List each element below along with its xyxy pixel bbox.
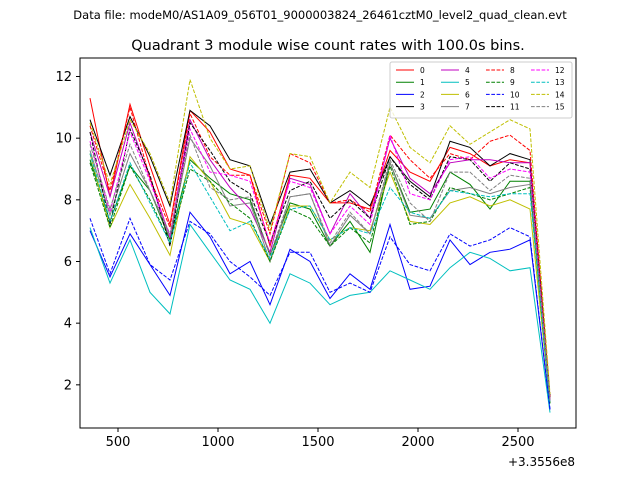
legend-label-5: 5 bbox=[465, 78, 470, 87]
series-line-12 bbox=[89, 127, 551, 401]
legend-label-4: 4 bbox=[465, 66, 470, 75]
legend-label-7: 7 bbox=[465, 103, 470, 112]
legend-box bbox=[389, 61, 573, 119]
legend-label-13: 13 bbox=[555, 78, 565, 87]
series-line-2 bbox=[89, 211, 551, 410]
series-line-11 bbox=[89, 121, 551, 398]
y-tick-label: 6 bbox=[64, 255, 72, 270]
y-tick-label: 4 bbox=[64, 317, 72, 332]
x-tick-label: 2000 bbox=[401, 435, 434, 450]
series-line-10 bbox=[89, 216, 551, 410]
x-offset-label: +3.3556e8 bbox=[508, 455, 575, 469]
x-axis: 500 1000 1500 2000 2500 bbox=[106, 428, 535, 450]
y-tick-label: 8 bbox=[64, 193, 72, 208]
legend-label-11: 11 bbox=[510, 103, 520, 112]
y-tick-label: 2 bbox=[64, 378, 72, 393]
legend-label-8: 8 bbox=[510, 66, 515, 75]
legend-label-0: 0 bbox=[420, 66, 425, 75]
legend-label-9: 9 bbox=[510, 78, 515, 87]
series-line-1 bbox=[89, 158, 551, 404]
series-line-15 bbox=[89, 133, 551, 401]
legend-label-1: 1 bbox=[420, 78, 425, 87]
legend-label-12: 12 bbox=[555, 66, 565, 75]
y-tick-label: 10 bbox=[55, 132, 72, 147]
legend-label-3: 3 bbox=[420, 103, 425, 112]
legend-label-15: 15 bbox=[555, 103, 565, 112]
series-line-8 bbox=[89, 105, 551, 398]
x-tick-label: 500 bbox=[106, 435, 131, 450]
legend-label-14: 14 bbox=[555, 90, 565, 99]
x-tick-label: 1000 bbox=[201, 435, 234, 450]
chart-title: Quadrant 3 module wise count rates with … bbox=[131, 38, 525, 54]
y-tick-label: 12 bbox=[55, 70, 72, 85]
series-line-13 bbox=[89, 153, 551, 404]
series-line-4 bbox=[89, 118, 551, 401]
suptitle: Data file: modeM0/AS1A09_056T01_90000038… bbox=[73, 8, 567, 22]
axes-frame bbox=[79, 57, 577, 429]
series-line-5 bbox=[89, 223, 551, 413]
series-line-0 bbox=[89, 98, 551, 398]
series-line-7 bbox=[89, 136, 551, 404]
y-axis: 2 4 6 8 10 12 bbox=[55, 70, 80, 393]
legend-label-2: 2 bbox=[420, 90, 425, 99]
legend-label-10: 10 bbox=[510, 90, 520, 99]
plot-area bbox=[89, 79, 551, 413]
x-tick-label: 2500 bbox=[501, 435, 534, 450]
x-tick-label: 1500 bbox=[301, 435, 334, 450]
legend-label-6: 6 bbox=[465, 90, 470, 99]
series-line-14 bbox=[89, 79, 551, 395]
series-line-3 bbox=[89, 109, 551, 398]
